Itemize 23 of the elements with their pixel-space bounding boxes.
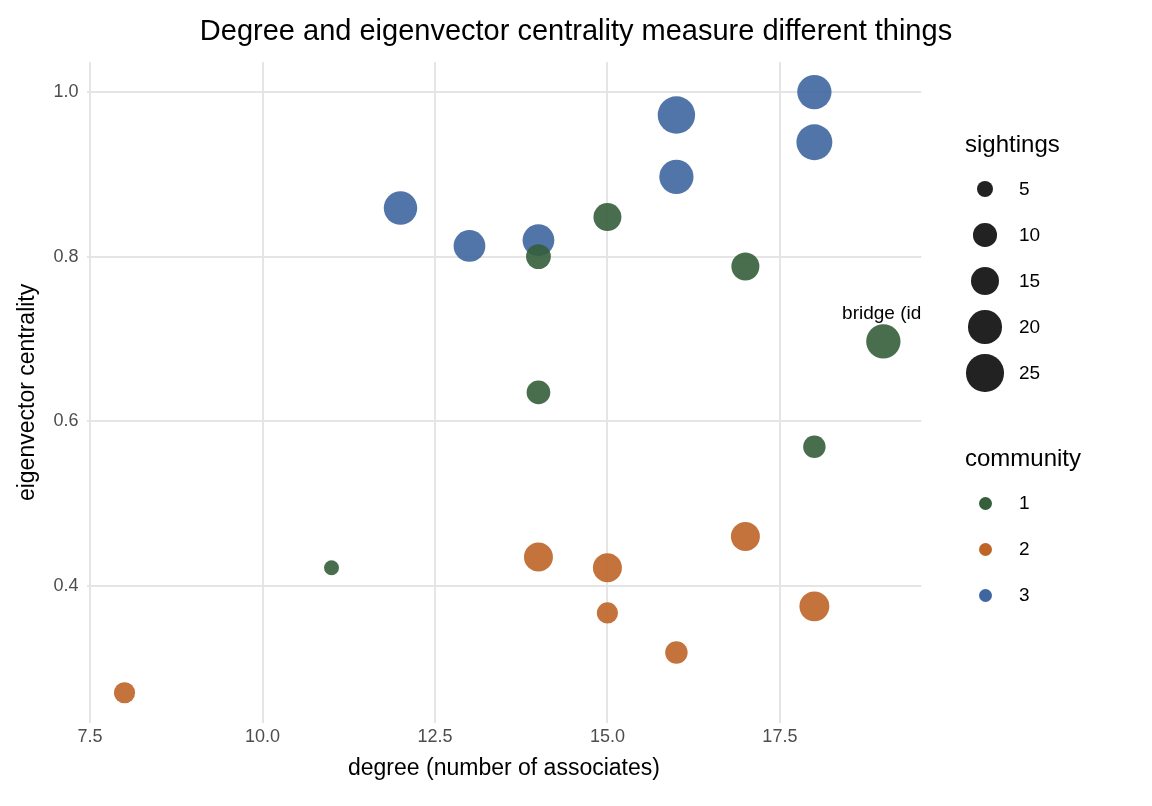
legend-label: 25 [1019,362,1041,384]
y-tick-label: 0.8 [53,245,79,266]
x-tick-label: 12.5 [417,725,453,746]
x-tick-label: 15.0 [589,725,625,746]
y-tick-label: 1.0 [53,81,79,102]
legend-label: 20 [1019,316,1041,338]
text: sightings [965,130,1061,158]
legend-title: community [965,444,1082,472]
legend-label: 15 [1019,270,1041,292]
x-tick-label: 10.0 [245,725,281,746]
legend-label: 2 [1019,538,1030,560]
x-axis-title: degree (number of associates) [347,753,660,780]
legend-label: 1 [1019,492,1030,514]
y-tick-label: 0.6 [53,410,79,431]
y-axis-title: eigenvector centrality [13,283,40,502]
legend-label: 5 [1019,178,1030,200]
legend-label: 3 [1019,584,1030,606]
x-tick-label: 17.5 [762,725,798,746]
y-tick-label: 0.4 [53,574,79,595]
x-tick-label: 7.5 [77,725,103,746]
annotation: bridge (id [842,302,922,324]
chart-title: Degree and eigenvector centrality measure different things [198,14,954,47]
legend-label: 10 [1019,224,1041,246]
